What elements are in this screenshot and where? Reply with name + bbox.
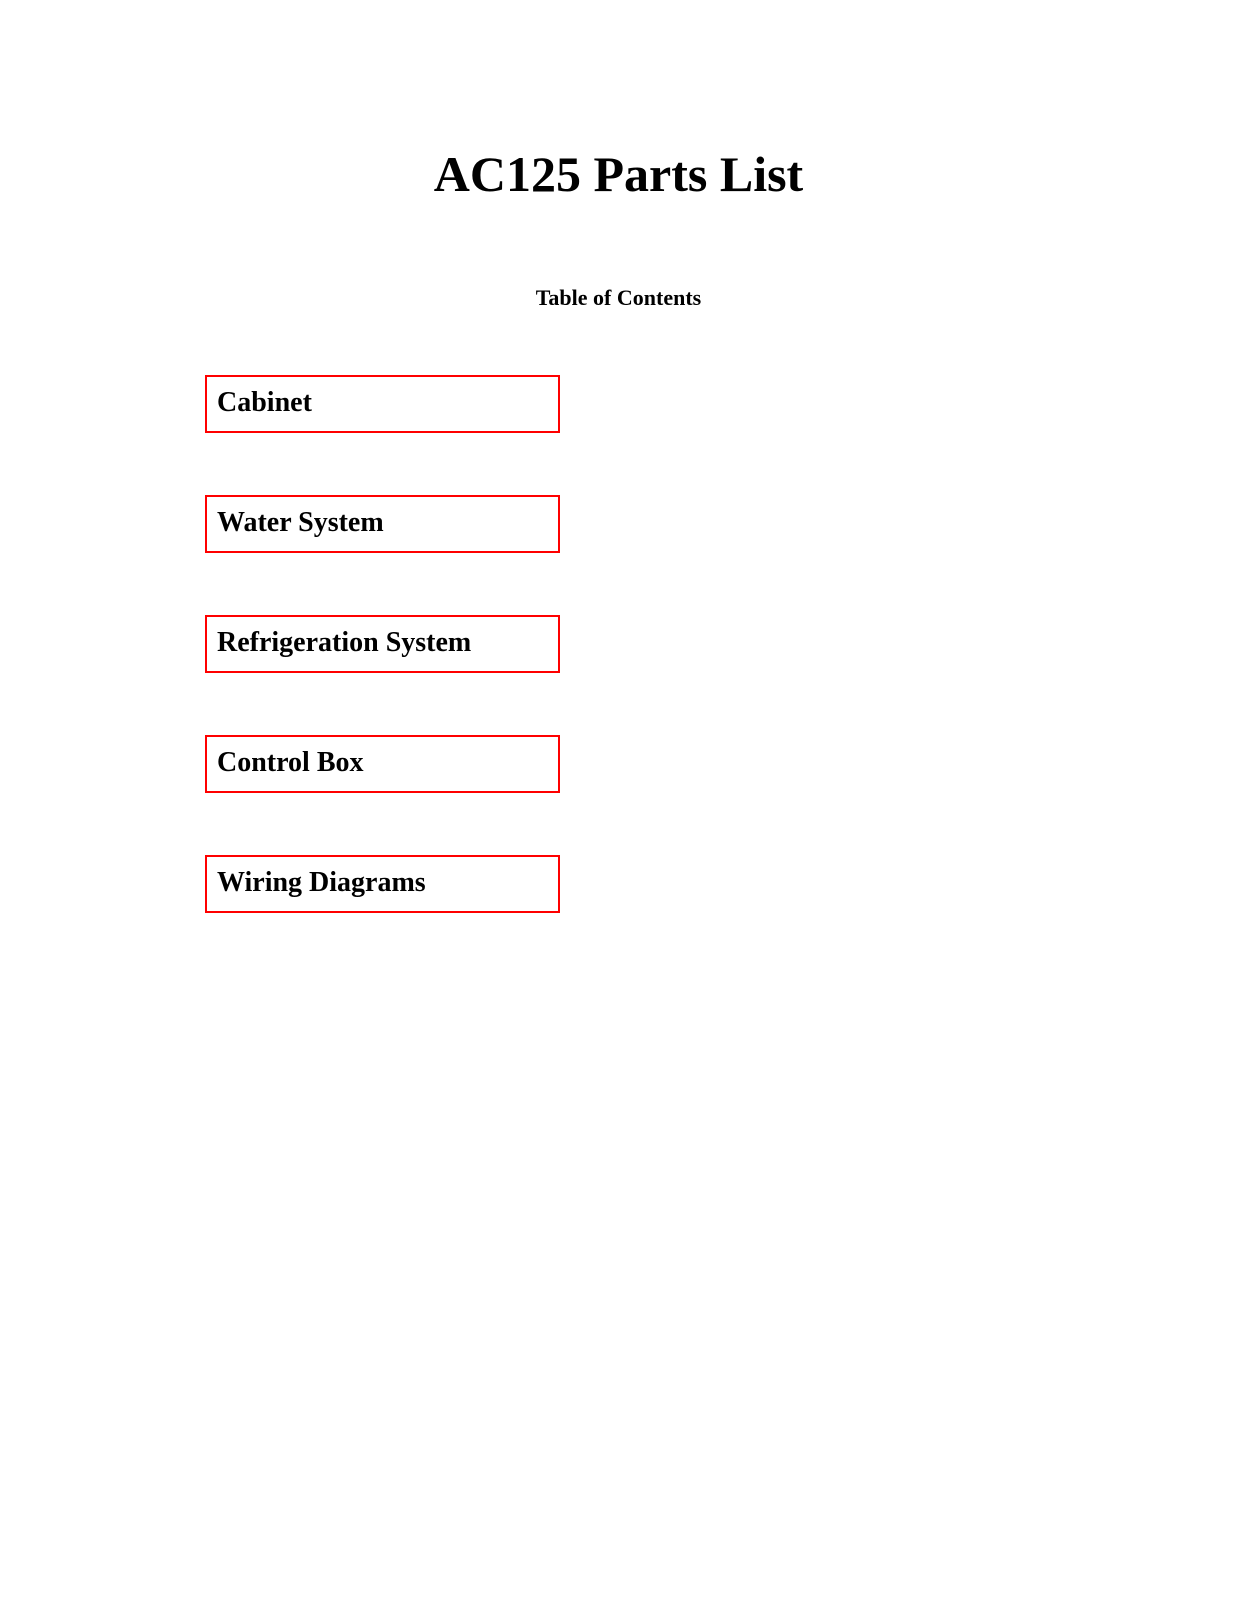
page-title: AC125 Parts List <box>0 145 1237 203</box>
toc-link-cabinet[interactable]: Cabinet <box>205 375 560 433</box>
toc-link-refrigeration-system[interactable]: Refrigeration System <box>205 615 560 673</box>
toc-link-control-box[interactable]: Control Box <box>205 735 560 793</box>
toc-link-wiring-diagrams[interactable]: Wiring Diagrams <box>205 855 560 913</box>
table-of-contents: Cabinet Water System Refrigeration Syste… <box>205 375 560 975</box>
toc-link-water-system[interactable]: Water System <box>205 495 560 553</box>
page-subtitle: Table of Contents <box>0 285 1237 311</box>
document-page: AC125 Parts List Table of Contents Cabin… <box>0 0 1237 1600</box>
